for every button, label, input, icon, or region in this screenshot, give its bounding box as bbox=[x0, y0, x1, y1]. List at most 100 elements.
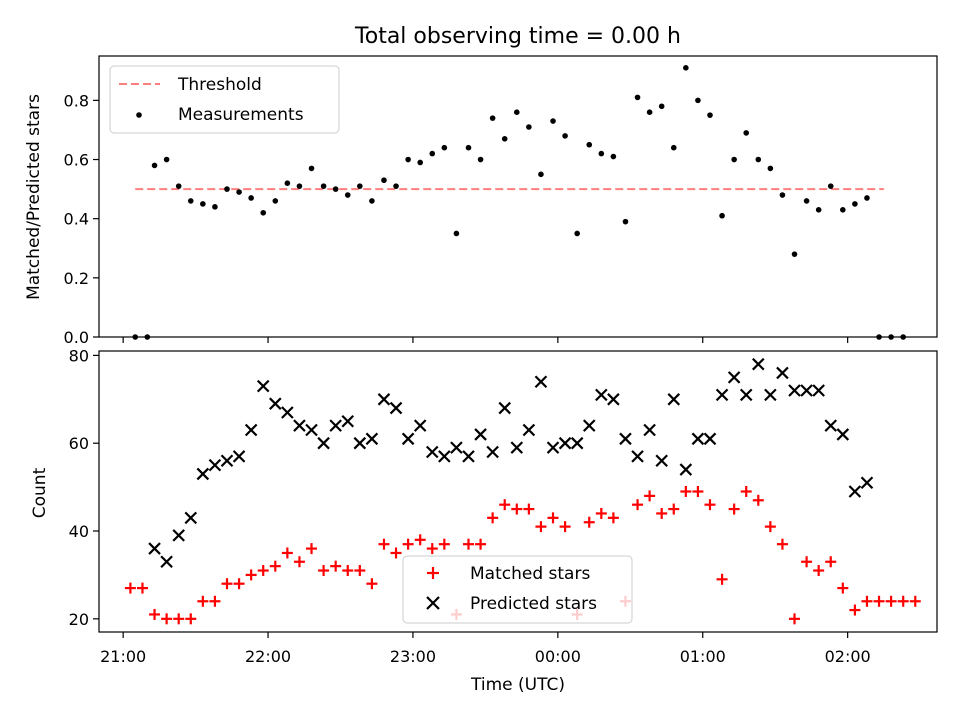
ratio-y-tick-label: 0.8 bbox=[64, 91, 89, 110]
predicted-star-point bbox=[836, 428, 850, 441]
predicted-star-stroke bbox=[510, 441, 524, 454]
matched-star-point bbox=[607, 512, 619, 524]
count-x-tick-label: 01:00 bbox=[680, 647, 726, 666]
measurement-point bbox=[791, 251, 798, 257]
predicted-star-stroke bbox=[776, 366, 789, 380]
legend-measurements-label: Measurements bbox=[178, 105, 304, 125]
measurement-point bbox=[163, 156, 170, 163]
matched-star-point bbox=[487, 512, 499, 524]
matched-star-point bbox=[873, 595, 885, 607]
predicted-star-point bbox=[401, 432, 415, 446]
count-x-tick-label: 21:00 bbox=[100, 647, 146, 666]
predicted-star-point bbox=[208, 458, 222, 472]
ratio-y-axis-label: Matched/Predicted stars bbox=[24, 94, 44, 300]
predicted-star-point bbox=[582, 419, 596, 432]
predicted-star-stroke bbox=[534, 375, 548, 389]
measurement-point bbox=[284, 180, 291, 186]
matched-star-point bbox=[837, 582, 849, 594]
measurement-point bbox=[344, 192, 351, 198]
matched-star-point bbox=[897, 595, 909, 607]
predicted-star-point bbox=[256, 379, 270, 393]
matched-star-point bbox=[764, 521, 776, 533]
predicted-star-stroke bbox=[595, 388, 608, 402]
predicted-star-stroke bbox=[293, 419, 306, 432]
predicted-star-stroke bbox=[196, 467, 210, 481]
predicted-star-stroke bbox=[474, 428, 487, 441]
matched-star-point bbox=[559, 521, 571, 533]
matched-star-point bbox=[849, 604, 861, 616]
predicted-star-stroke bbox=[788, 384, 801, 397]
measurement-point bbox=[441, 144, 448, 151]
matched-star-point bbox=[740, 486, 752, 497]
matched-star-point bbox=[221, 578, 233, 590]
predicted-star-point bbox=[425, 445, 439, 459]
predicted-star-stroke bbox=[401, 432, 415, 446]
measurement-point bbox=[707, 112, 713, 118]
measurement-points bbox=[132, 65, 906, 340]
measurement-point bbox=[429, 150, 436, 157]
measurement-point bbox=[815, 207, 822, 213]
predicted-star-stroke bbox=[752, 357, 765, 371]
predicted-star-point bbox=[691, 432, 705, 446]
legend-matched-label: Matched stars bbox=[470, 564, 590, 584]
predicted-star-stroke bbox=[389, 401, 403, 415]
matched-star-point bbox=[547, 512, 559, 524]
matched-star-point bbox=[656, 507, 668, 519]
measurement-point bbox=[586, 141, 593, 148]
predicted-star-point bbox=[727, 371, 741, 384]
legend-measurements-swatch bbox=[136, 112, 142, 118]
matched-star-point bbox=[861, 595, 873, 607]
measurement-point bbox=[489, 115, 496, 121]
measurement-point bbox=[272, 198, 279, 204]
predicted-star-stroke bbox=[281, 406, 294, 419]
predicted-star-stroke bbox=[836, 428, 850, 441]
measurement-point bbox=[417, 159, 423, 166]
chart-title: Total observing time = 0.00 h bbox=[354, 24, 681, 49]
measurement-point bbox=[538, 171, 544, 178]
predicted-star-point bbox=[184, 511, 198, 525]
predicted-star-stroke bbox=[244, 423, 258, 437]
predicted-star-point bbox=[281, 406, 294, 419]
predicted-star-point bbox=[172, 529, 185, 542]
measurement-point bbox=[743, 130, 750, 136]
matched-star-point bbox=[281, 547, 293, 559]
predicted-star-stroke bbox=[462, 450, 475, 463]
predicted-star-stroke bbox=[655, 454, 668, 468]
predicted-star-stroke bbox=[739, 388, 753, 402]
matched-star-point bbox=[257, 565, 269, 577]
predicted-star-point bbox=[413, 419, 427, 432]
predicted-star-point bbox=[703, 432, 717, 446]
predicted-star-point bbox=[244, 423, 258, 437]
predicted-star-point bbox=[655, 454, 668, 468]
measurement-point bbox=[308, 165, 315, 172]
measurement-point bbox=[840, 207, 846, 213]
matched-star-point bbox=[885, 595, 897, 607]
predicted-star-point bbox=[534, 375, 548, 389]
count-x-tick-label: 23:00 bbox=[390, 647, 436, 666]
predicted-star-point bbox=[450, 441, 463, 454]
predicted-star-stroke bbox=[619, 432, 632, 446]
matched-star-point bbox=[535, 521, 547, 533]
ratio-y-tick-label: 0.2 bbox=[64, 269, 89, 288]
matched-star-point bbox=[293, 556, 305, 568]
predicted-star-point bbox=[474, 428, 487, 441]
predicted-star-point bbox=[715, 388, 729, 402]
matched-star-point bbox=[161, 613, 173, 625]
measurement-point bbox=[477, 156, 484, 163]
measurement-point bbox=[526, 124, 532, 130]
measurement-point bbox=[550, 118, 556, 124]
measurement-point bbox=[357, 183, 363, 189]
measurement-point bbox=[646, 109, 653, 115]
predicted-star-point bbox=[619, 432, 632, 446]
matched-star-point bbox=[390, 547, 402, 559]
count-y-tick-label: 40 bbox=[69, 522, 89, 541]
measurement-point bbox=[827, 183, 834, 189]
count-x-ticks: 21:00 22:00 23:00 00:00 01:00 02:00 bbox=[100, 632, 871, 666]
predicted-star-point bbox=[365, 432, 379, 446]
predicted-star-point bbox=[522, 423, 536, 437]
predicted-star-point bbox=[498, 401, 511, 415]
measurement-point bbox=[187, 198, 194, 204]
predicted-star-stroke bbox=[848, 485, 862, 498]
predicted-star-point bbox=[232, 450, 246, 463]
predicted-star-point bbox=[462, 450, 475, 463]
